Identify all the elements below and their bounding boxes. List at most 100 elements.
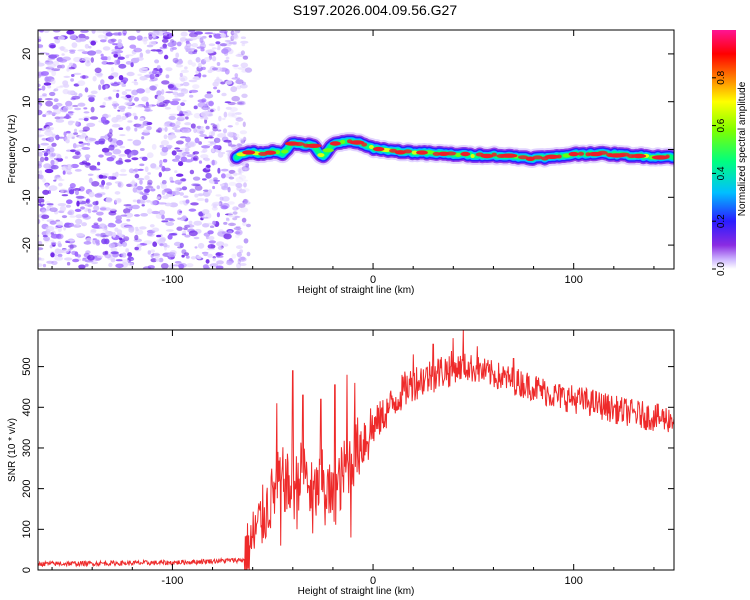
noise-speckle: [143, 129, 150, 133]
noise-speckle: [71, 74, 75, 77]
noise-speckle: [206, 164, 211, 168]
noise-speckle: [224, 39, 232, 43]
noise-speckle: [170, 100, 180, 106]
noise-speckle: [91, 181, 100, 187]
noise-speckle: [39, 156, 45, 163]
noise-speckle: [236, 245, 243, 250]
noise-speckle: [150, 77, 158, 82]
noise-speckle: [213, 179, 221, 182]
noise-speckle: [93, 168, 101, 171]
noise-speckle: [127, 138, 133, 142]
noise-speckle: [208, 136, 215, 139]
noise-speckle: [240, 62, 249, 68]
noise-speckle: [106, 182, 112, 186]
noise-speckle: [87, 173, 94, 176]
noise-speckle: [104, 151, 113, 156]
noise-speckle: [147, 172, 152, 175]
noise-speckle: [95, 239, 100, 244]
noise-speckle: [118, 63, 127, 69]
noise-speckle: [83, 107, 88, 110]
noise-speckle: [63, 83, 70, 88]
noise-speckle: [159, 159, 163, 166]
noise-speckle: [144, 175, 150, 181]
ridge-peak-blob: [437, 151, 450, 156]
noise-speckle: [213, 177, 218, 181]
noise-speckle: [181, 254, 185, 258]
noise-speckle: [67, 91, 77, 95]
colorbar-gradient: [712, 30, 736, 269]
noise-speckle: [110, 83, 120, 87]
noise-speckle: [144, 188, 151, 193]
noise-speckle: [201, 209, 210, 215]
noise-speckle: [97, 255, 104, 258]
noise-speckle: [143, 240, 153, 245]
noise-speckle: [237, 100, 245, 105]
noise-speckle: [188, 30, 196, 33]
noise-speckle: [174, 95, 179, 98]
noise-speckle: [216, 62, 221, 66]
noise-speckle: [53, 98, 59, 102]
noise-speckle: [101, 186, 105, 190]
noise-speckle: [232, 172, 240, 176]
noise-speckle: [161, 80, 170, 85]
noise-speckle: [200, 154, 209, 159]
noise-speckle: [76, 223, 80, 227]
noise-speckle: [114, 227, 119, 232]
noise-speckle: [101, 61, 109, 65]
noise-speckle: [209, 225, 215, 228]
noise-speckle: [234, 112, 242, 115]
noise-speckle: [58, 182, 63, 187]
noise-speckle: [57, 116, 67, 119]
noise-speckle: [120, 214, 128, 217]
noise-speckle: [124, 101, 133, 106]
noise-speckle: [131, 157, 139, 161]
noise-speckle: [243, 199, 249, 203]
noise-speckle: [246, 223, 251, 228]
noise-speckle: [42, 178, 46, 183]
noise-speckle: [116, 89, 120, 92]
noise-speckle: [38, 83, 41, 88]
noise-speckle: [129, 44, 137, 49]
noise-speckle: [235, 79, 244, 85]
noise-speckle: [204, 118, 208, 124]
noise-speckle: [238, 189, 247, 194]
noise-speckle: [198, 62, 202, 69]
ridge-peak-blob: [631, 153, 647, 159]
noise-speckle: [92, 201, 99, 206]
noise-speckle: [244, 163, 250, 168]
noise-speckle: [106, 157, 115, 162]
noise-speckle: [47, 69, 55, 73]
noise-speckle: [158, 257, 164, 263]
ridge-peak-blob: [264, 150, 277, 155]
noise-speckle: [236, 262, 242, 269]
ridge-peak-blob: [285, 141, 299, 146]
noise-speckle: [108, 262, 113, 268]
noise-speckle: [68, 189, 75, 195]
noise-speckle: [117, 182, 122, 188]
noise-speckle: [123, 204, 132, 207]
noise-speckle: [166, 229, 174, 232]
noise-speckle: [119, 134, 126, 137]
noise-speckle: [73, 132, 78, 135]
noise-speckle: [156, 95, 165, 102]
noise-speckle: [108, 176, 112, 180]
noise-speckle: [146, 125, 152, 131]
noise-speckle: [125, 226, 134, 229]
noise-speckle: [42, 189, 50, 195]
colorbar-tick-label: 0.8: [716, 70, 727, 84]
noise-speckle: [200, 126, 204, 129]
noise-speckle: [137, 168, 144, 171]
noise-speckle: [219, 43, 228, 47]
noise-speckle: [80, 206, 85, 210]
noise-speckle: [63, 48, 69, 53]
noise-speckle: [184, 234, 191, 238]
noise-speckle: [192, 84, 200, 89]
noise-speckle: [46, 231, 52, 236]
noise-speckle: [77, 102, 86, 107]
noise-speckle: [176, 226, 183, 231]
noise-speckle: [130, 181, 137, 185]
noise-speckle: [204, 233, 210, 237]
noise-speckle: [240, 40, 249, 44]
noise-speckle: [206, 248, 216, 251]
